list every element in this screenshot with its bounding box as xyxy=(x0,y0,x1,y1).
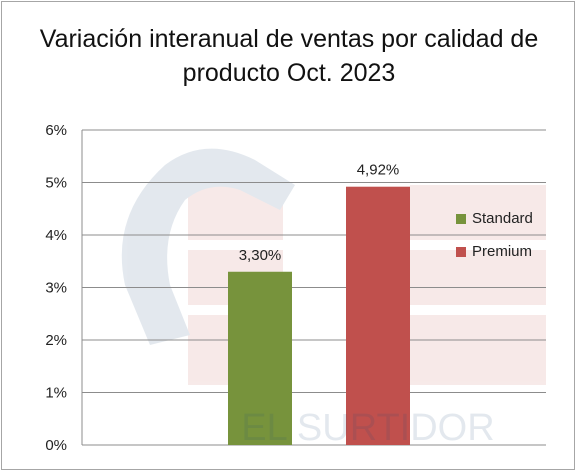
legend-swatch-premium xyxy=(456,246,466,257)
legend-item-standard: Standard xyxy=(456,210,533,227)
legend-label-premium: Premium xyxy=(472,243,533,260)
y-tick-label: 3% xyxy=(45,280,67,297)
grid-lines xyxy=(81,129,546,446)
data-label-premium: 4,92% xyxy=(357,162,400,179)
data-label-standard: 3,30% xyxy=(239,247,282,264)
y-tick-label: 2% xyxy=(45,332,67,349)
legend: Standard Premium xyxy=(456,210,533,276)
y-tick-label: 4% xyxy=(45,227,67,244)
legend-item-premium: Premium xyxy=(456,243,533,260)
chart-title-line-2: producto Oct. 2023 xyxy=(182,59,396,87)
watermark-text: EL SURTIDOR xyxy=(241,407,494,449)
y-axis-ticks: 0% 1% 2% 3% 4% 5% 6% xyxy=(45,122,67,454)
y-tick-label: 1% xyxy=(45,385,67,402)
chart-title: Variación interanual de ventas por calid… xyxy=(0,22,578,90)
bars xyxy=(228,186,410,445)
bar-premium xyxy=(346,186,410,445)
legend-label-standard: Standard xyxy=(472,210,533,227)
chart-title-line-1: Variación interanual de ventas por calid… xyxy=(39,25,539,53)
data-labels: 3,30% 4,92% xyxy=(239,162,400,264)
legend-swatch-standard xyxy=(456,213,466,224)
y-tick-label: 6% xyxy=(45,122,67,139)
y-tick-label: 5% xyxy=(45,175,67,192)
y-tick-label: 0% xyxy=(45,437,67,454)
bar-standard xyxy=(228,271,292,445)
